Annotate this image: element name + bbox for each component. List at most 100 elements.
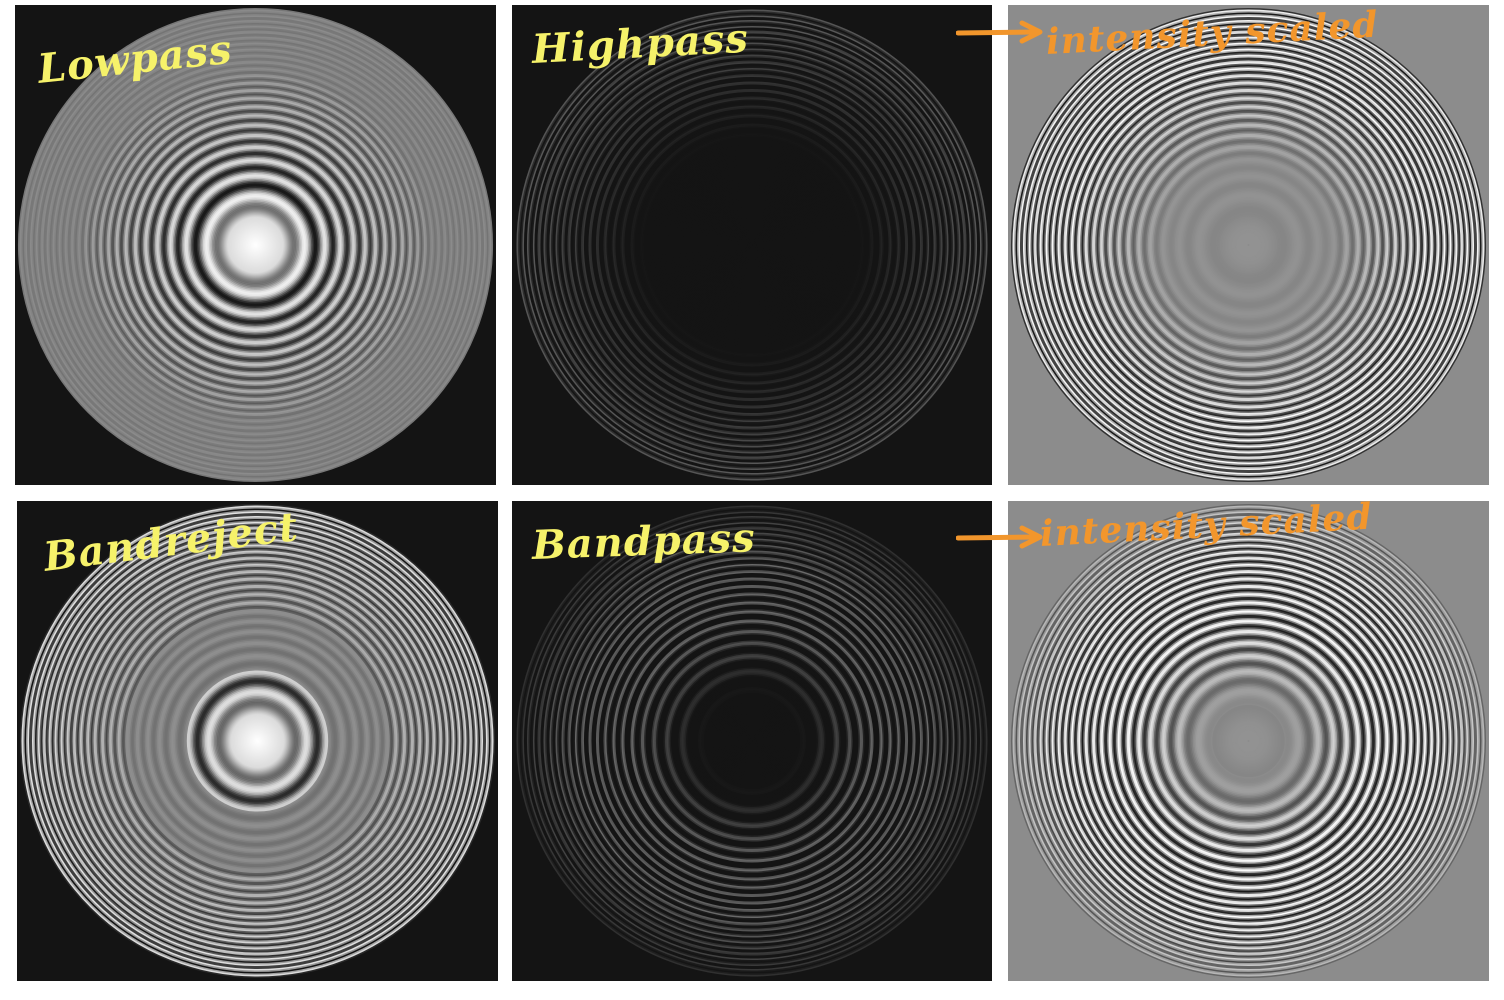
ring [194, 677, 321, 805]
ring [648, 141, 856, 349]
ring [82, 72, 429, 418]
ring [23, 13, 488, 477]
ring [163, 153, 348, 337]
ring [556, 545, 948, 937]
ring [1056, 548, 1441, 934]
ring [1012, 9, 1485, 481]
ring [210, 694, 305, 788]
ring [1233, 725, 1264, 757]
ring [729, 222, 775, 268]
ring [109, 99, 402, 391]
ring [565, 554, 939, 928]
ring [1077, 73, 1420, 417]
ring [673, 662, 831, 820]
ring [616, 109, 888, 381]
ring [675, 168, 829, 322]
ring [1185, 181, 1312, 309]
ring [651, 144, 853, 346]
ring [619, 608, 885, 874]
ring [196, 186, 315, 304]
ring [1156, 649, 1341, 833]
ring [1066, 63, 1431, 427]
ring [70, 60, 441, 430]
ring [126, 610, 389, 872]
ring [1182, 178, 1315, 312]
ring [1182, 674, 1315, 808]
ring [1086, 82, 1411, 408]
ring [1144, 141, 1353, 349]
ring [1152, 148, 1345, 342]
ring [703, 692, 801, 790]
ring [664, 157, 840, 333]
ring [621, 114, 883, 376]
ring [661, 650, 843, 832]
ring [1060, 553, 1437, 929]
ring [1038, 530, 1459, 952]
ring [1104, 596, 1393, 886]
ring [1031, 28, 1466, 462]
ring [685, 674, 819, 808]
ring [520, 509, 984, 973]
ring [609, 598, 895, 884]
ring [1237, 730, 1260, 752]
ring [134, 617, 381, 865]
ring [532, 521, 972, 961]
ring [189, 178, 322, 312]
ring [1092, 88, 1405, 402]
ring [85, 75, 426, 415]
ring [77, 560, 438, 922]
ring [745, 238, 759, 252]
ring [181, 171, 330, 319]
ring [1123, 616, 1374, 866]
ring [1188, 184, 1309, 306]
ring [142, 132, 369, 358]
ring [622, 115, 882, 375]
ring [1048, 45, 1449, 445]
ring [30, 514, 485, 968]
ring [585, 574, 919, 908]
ring [67, 57, 444, 433]
ring [645, 138, 859, 352]
ring [1041, 37, 1456, 453]
ring [135, 619, 380, 863]
ring [1021, 514, 1476, 968]
ring [1095, 587, 1402, 895]
ring [669, 658, 835, 824]
ring [1129, 622, 1368, 860]
ring [1059, 55, 1438, 435]
ring [151, 141, 360, 349]
ring [1089, 85, 1408, 405]
ring [1075, 72, 1422, 418]
ring [1042, 39, 1455, 451]
ring [1022, 19, 1475, 471]
ring [1231, 228, 1266, 262]
ring [129, 118, 382, 372]
ring [162, 151, 349, 339]
ring [702, 195, 802, 295]
ring [1093, 90, 1404, 400]
ring [137, 620, 378, 862]
ring [744, 733, 760, 749]
ring [171, 160, 340, 330]
ring [1022, 515, 1475, 967]
ring [705, 694, 799, 788]
ring [694, 683, 810, 799]
ring [48, 37, 463, 453]
ring [25, 15, 486, 475]
ring [209, 692, 306, 790]
ring [636, 129, 868, 361]
ring [54, 43, 457, 447]
ring [1028, 25, 1469, 465]
ring [201, 190, 310, 300]
ring [87, 76, 424, 414]
ring [1218, 214, 1279, 276]
ring [561, 550, 943, 932]
ring [535, 524, 969, 958]
ring [1107, 599, 1390, 883]
ring [700, 689, 804, 793]
ring [1162, 159, 1335, 331]
ring [81, 70, 430, 420]
ring [610, 599, 894, 883]
ring [1170, 166, 1327, 324]
ring [1027, 24, 1470, 466]
